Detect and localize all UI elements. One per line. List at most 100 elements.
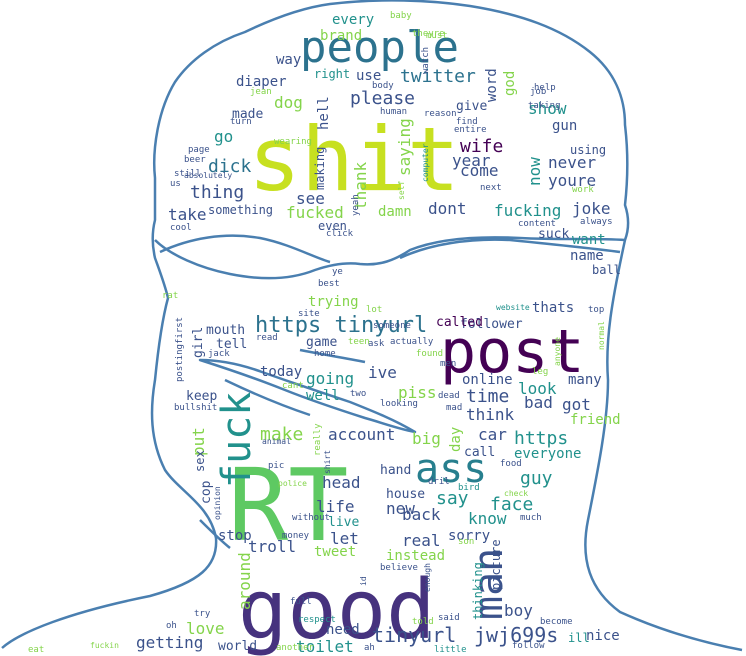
cloud-word-big: big xyxy=(412,429,441,448)
cloud-word-dont: dont xyxy=(428,199,467,218)
cloud-word-year: year xyxy=(452,151,491,170)
cloud-word-boy: boy xyxy=(504,601,533,620)
cloud-word-life: life xyxy=(316,497,355,516)
cloud-word-enough: enough xyxy=(423,563,432,592)
cloud-word-every: every xyxy=(332,12,374,28)
cloud-word-respect: respect xyxy=(298,615,336,625)
cloud-word-something: something xyxy=(208,203,273,217)
cloud-word-use: use xyxy=(356,68,381,84)
cloud-word-men: men xyxy=(440,359,456,369)
cloud-word-without: without xyxy=(292,513,330,523)
cloud-word-world: world xyxy=(218,639,257,654)
cloud-word-make: make xyxy=(260,424,303,445)
cloud-word-son: son xyxy=(458,537,474,547)
cloud-word-troll: troll xyxy=(248,537,296,556)
cloud-word-never: never xyxy=(548,153,597,172)
cloud-word-gun: gun xyxy=(552,118,577,134)
cloud-word-say: say xyxy=(436,488,469,509)
cloud-word-instead: instead xyxy=(386,548,445,564)
cloud-word-ye: ye xyxy=(332,267,343,277)
cloud-word-leg: leg xyxy=(532,367,548,377)
cloud-word-rat: rat xyxy=(162,291,178,301)
cloud-word-sex: sex xyxy=(193,450,207,472)
cloud-word-must: must xyxy=(426,31,448,41)
cloud-word-job: job xyxy=(530,87,546,97)
cloud-word-two: two xyxy=(350,389,366,399)
cloud-word-human: human xyxy=(380,107,407,117)
cloud-word-oh: oh xyxy=(166,621,177,631)
cloud-word-online: online xyxy=(462,372,513,388)
cloud-word-anyone: anyone xyxy=(553,337,562,366)
cloud-word-got: got xyxy=(562,395,591,414)
cloud-word-dog: dog xyxy=(274,93,303,112)
cloud-word-ill: ill xyxy=(568,631,590,645)
cloud-word-police: police xyxy=(278,479,307,488)
cloud-word-cop: cop xyxy=(199,480,214,504)
cloud-word-mouth: mouth xyxy=(206,323,245,338)
cloud-word-fuck: fuck xyxy=(214,392,260,488)
cloud-word-head: head xyxy=(322,473,361,492)
cloud-word-joke: joke xyxy=(572,199,611,218)
cloud-word-friend: friend xyxy=(570,412,621,428)
cloud-word-tweet: tweet xyxy=(314,544,356,560)
cloud-word-thinking: thinking xyxy=(471,562,485,620)
cloud-word-next: next xyxy=(480,183,502,193)
cloud-word-getting: getting xyxy=(136,633,203,652)
cloud-word-https-tinyurl: https tinyurl xyxy=(255,313,427,338)
cloud-word-twitter: twitter xyxy=(400,66,476,87)
cloud-word-lot: lot xyxy=(366,305,382,315)
cloud-word-see: see xyxy=(296,189,325,208)
cloud-word-check: check xyxy=(504,489,528,498)
cloud-word-really: really xyxy=(313,423,323,456)
cloud-word-self: self xyxy=(397,181,406,200)
cloud-word-picture: picture xyxy=(489,539,503,590)
cloud-word-love: love xyxy=(186,619,225,638)
cloud-word-computer: computer xyxy=(421,143,430,182)
cloud-word-top: top xyxy=(588,305,604,315)
cloud-word-home: home xyxy=(314,349,336,359)
cloud-word-looking: looking xyxy=(380,399,418,409)
cloud-word-thank: thank xyxy=(351,161,370,210)
cloud-word-much: much xyxy=(520,513,542,523)
cloud-word-ask: ask xyxy=(368,339,385,349)
cloud-word-think: think xyxy=(466,405,515,424)
cloud-word-girl: girl xyxy=(191,327,206,358)
cloud-word-want: want xyxy=(572,232,606,248)
cloud-word-name: name xyxy=(570,248,604,264)
cloud-word-know: know xyxy=(468,509,507,528)
cloud-word-actually: actually xyxy=(390,337,434,347)
cloud-word-let: let xyxy=(330,529,359,548)
cloud-word-guy: guy xyxy=(520,468,553,489)
cloud-word-now: now xyxy=(525,157,544,186)
cloud-word-taking: taking xyxy=(528,101,561,111)
cloud-word-told: told xyxy=(412,617,434,627)
cloud-word-going: going xyxy=(306,369,354,388)
cloud-word-rt: RT xyxy=(228,447,348,564)
cloud-word-right: right xyxy=(314,67,350,81)
cloud-word-click: click xyxy=(326,229,354,239)
cloud-word-man: man xyxy=(466,548,512,620)
cloud-word-full: full xyxy=(290,597,312,607)
cloud-word-way: way xyxy=(276,52,301,68)
cloud-word-become: become xyxy=(540,617,573,627)
cloud-word-suck: suck xyxy=(538,227,569,242)
cloud-word-shit: shit xyxy=(248,108,460,211)
cloud-word-bird: bird xyxy=(458,483,480,493)
cloud-word-help: help xyxy=(534,83,556,93)
cloud-word-id: id xyxy=(359,576,368,586)
cloud-word-go: go xyxy=(214,127,233,146)
cloud-word-us: us xyxy=(170,179,181,189)
cloud-word-brand: brand xyxy=(320,28,362,44)
cloud-word-shirt: shirt xyxy=(323,450,332,474)
cloud-word-give: give xyxy=(456,99,487,114)
cloud-word-normal: normal xyxy=(597,321,606,350)
cloud-word-house: house xyxy=(386,487,425,502)
cloud-word-teen: teen xyxy=(348,337,370,347)
cloud-word-show: show xyxy=(528,99,567,118)
cloud-word-mad: mad xyxy=(446,403,462,413)
cloud-word-entire: entire xyxy=(454,125,487,135)
cloud-word-first: first xyxy=(175,317,185,344)
cloud-word-cant: cant xyxy=(282,381,304,391)
